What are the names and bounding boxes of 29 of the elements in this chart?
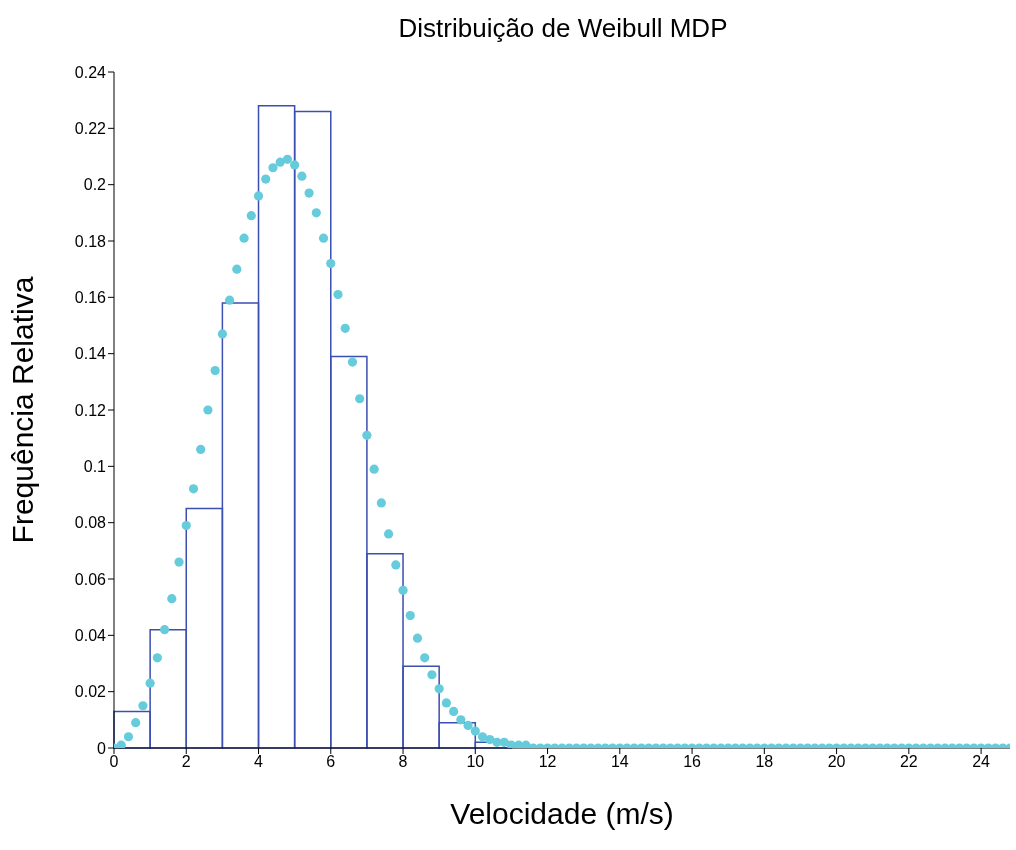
y-tick-label: 0.08 (74, 514, 107, 532)
y-tick-label: 0.16 (74, 289, 107, 307)
y-tick-label: 0.06 (74, 570, 107, 588)
y-tick-label: 0.1 (83, 458, 107, 476)
x-tick-label: 0 (109, 753, 119, 771)
x-tick-label: 8 (398, 753, 408, 771)
x-tick-label: 6 (326, 753, 336, 771)
y-tick-label: 0.22 (74, 120, 107, 138)
x-tick-label: 22 (899, 753, 918, 771)
y-tick-label: 0.04 (74, 627, 107, 645)
x-tick-label: 12 (538, 753, 557, 771)
y-tick-label: 0.2 (83, 176, 107, 194)
y-tick-label: 0.02 (74, 683, 107, 701)
x-tick-label: 16 (683, 753, 702, 771)
y-tick-label: 0.24 (74, 63, 107, 81)
x-axis-title: Velocidade (m/s) (450, 797, 674, 830)
x-tick-label: 4 (254, 753, 264, 771)
x-tick-label: 10 (466, 753, 485, 771)
x-tick-label: 24 (972, 753, 991, 771)
y-tick-label: 0.14 (74, 345, 107, 363)
y-tick-label: 0.12 (74, 401, 107, 419)
x-tick-label: 2 (181, 753, 191, 771)
y-tick-label: 0 (97, 739, 107, 757)
chart-title: Distribuição de Weibull MDP (397, 12, 729, 45)
y-tick-label: 0.18 (74, 232, 107, 250)
x-tick-label: 20 (827, 753, 846, 771)
y-axis-title: Frequência Relativa (5, 276, 39, 544)
x-tick-label: 18 (755, 753, 774, 771)
x-tick-label: 14 (610, 753, 629, 771)
